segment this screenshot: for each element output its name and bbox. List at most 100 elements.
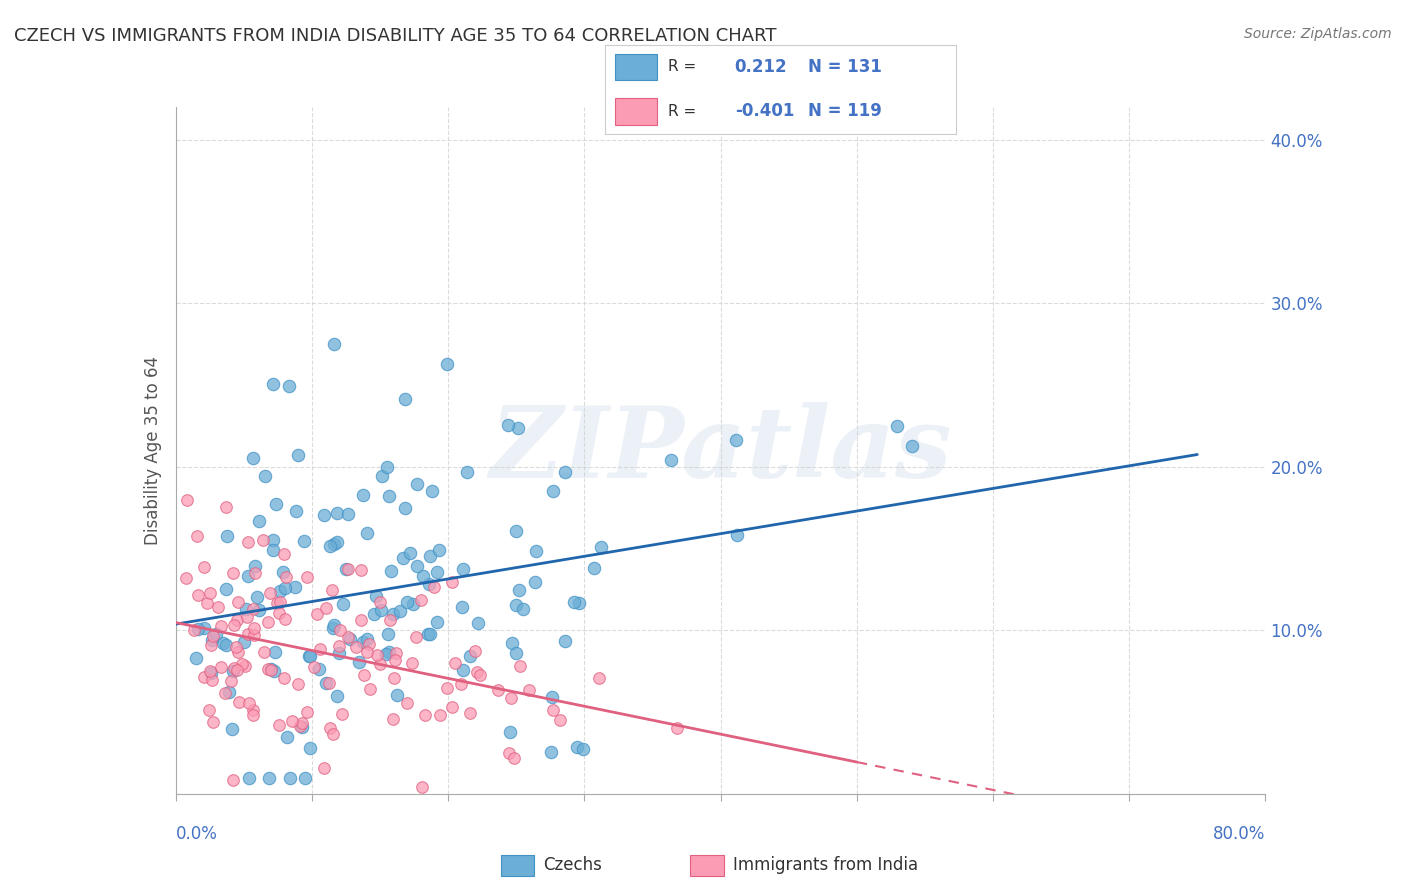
Czechs <box>339 632 361 646</box>
Czechs <box>263 665 285 679</box>
Immigrants from India <box>259 586 281 600</box>
Czechs <box>426 615 449 629</box>
Immigrants from India <box>226 645 249 659</box>
Czechs <box>264 497 287 511</box>
Text: Source: ZipAtlas.com: Source: ZipAtlas.com <box>1244 27 1392 41</box>
Czechs <box>370 603 392 617</box>
Czechs <box>505 524 527 538</box>
Immigrants from India <box>222 661 245 675</box>
Immigrants from India <box>201 673 224 687</box>
Czechs <box>418 577 440 591</box>
Czechs <box>243 558 266 573</box>
Czechs <box>506 421 529 435</box>
Czechs <box>392 551 415 566</box>
Czechs <box>201 632 224 647</box>
Immigrants from India <box>202 714 225 729</box>
Immigrants from India <box>384 646 406 660</box>
Czechs <box>380 564 402 578</box>
Czechs <box>319 540 342 554</box>
Immigrants from India <box>509 659 531 673</box>
Immigrants from India <box>409 592 432 607</box>
Czechs <box>370 469 392 483</box>
Czechs <box>562 595 585 609</box>
Czechs <box>294 771 316 785</box>
Immigrants from India <box>329 623 352 637</box>
Czechs <box>328 646 350 660</box>
Bar <box>616 54 657 80</box>
Czechs <box>356 526 378 541</box>
Czechs <box>262 542 284 557</box>
Immigrants from India <box>413 708 436 723</box>
Czechs <box>436 357 458 371</box>
Immigrants from India <box>273 671 295 685</box>
Czechs <box>287 448 309 462</box>
Czechs <box>257 771 280 785</box>
Czechs <box>217 529 239 543</box>
Immigrants from India <box>193 670 215 684</box>
Immigrants from India <box>309 642 332 657</box>
Immigrants from India <box>238 696 260 710</box>
Immigrants from India <box>381 712 404 726</box>
Czechs <box>567 739 589 754</box>
Immigrants from India <box>273 547 295 561</box>
Immigrants from India <box>291 716 314 731</box>
Immigrants from India <box>401 657 423 671</box>
Czechs <box>326 534 349 549</box>
Czechs <box>218 685 240 699</box>
Immigrants from India <box>356 645 378 659</box>
Czechs <box>540 690 562 704</box>
Czechs <box>385 688 408 702</box>
Immigrants from India <box>215 500 238 515</box>
Czechs <box>269 584 291 599</box>
Czechs <box>505 647 527 661</box>
Text: Immigrants from India: Immigrants from India <box>733 856 918 874</box>
Immigrants from India <box>200 638 222 652</box>
Immigrants from India <box>305 607 328 621</box>
Czechs <box>377 645 399 659</box>
Czechs <box>508 582 530 597</box>
Czechs <box>214 582 236 597</box>
Czechs <box>524 544 547 558</box>
Immigrants from India <box>337 562 360 576</box>
Czechs <box>262 376 284 391</box>
Czechs <box>496 417 519 432</box>
Immigrants from India <box>193 560 215 574</box>
Immigrants from India <box>465 665 488 679</box>
Czechs <box>315 676 337 690</box>
Immigrants from India <box>468 668 491 682</box>
Czechs <box>322 536 344 550</box>
Czechs <box>246 591 269 605</box>
Czechs <box>382 607 405 622</box>
Immigrants from India <box>228 695 250 709</box>
Immigrants from India <box>588 671 610 685</box>
Immigrants from India <box>665 721 688 735</box>
Czechs <box>426 565 449 579</box>
Czechs <box>332 597 354 611</box>
Czechs <box>187 622 209 636</box>
Czechs <box>458 649 481 664</box>
Immigrants from India <box>214 686 236 700</box>
Immigrants from India <box>314 761 336 775</box>
Immigrants from India <box>378 613 401 627</box>
Immigrants from India <box>302 660 325 674</box>
Czechs <box>399 546 422 560</box>
Czechs <box>236 569 259 583</box>
Czechs <box>886 419 908 434</box>
Immigrants from India <box>224 618 246 632</box>
Czechs <box>323 617 346 632</box>
Czechs <box>589 540 612 554</box>
Czechs <box>554 466 576 480</box>
Immigrants from India <box>458 706 481 720</box>
Czechs <box>377 627 399 641</box>
Immigrants from India <box>253 645 276 659</box>
Immigrants from India <box>209 619 232 633</box>
Immigrants from India <box>187 587 209 601</box>
Czechs <box>274 581 297 595</box>
Czechs <box>377 459 399 474</box>
Immigrants from India <box>517 682 540 697</box>
Immigrants from India <box>344 640 367 654</box>
Czechs <box>298 648 321 663</box>
Immigrants from India <box>350 613 373 627</box>
Immigrants from India <box>226 663 249 677</box>
Immigrants from India <box>243 621 266 635</box>
